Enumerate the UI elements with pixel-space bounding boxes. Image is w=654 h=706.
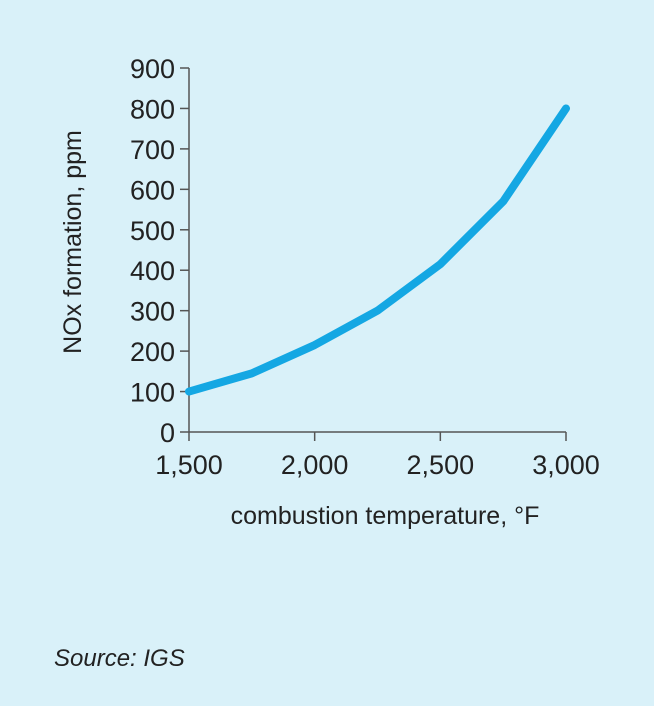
x-tick-label: 1,500 — [155, 450, 223, 480]
y-tick-label: 0 — [160, 418, 175, 448]
y-tick-label: 200 — [130, 337, 175, 367]
y-tick-label: 400 — [130, 256, 175, 286]
y-tick-label: 600 — [130, 175, 175, 205]
nox-series-line — [185, 104, 570, 396]
axes — [188, 68, 566, 433]
y-tick-label: 700 — [130, 135, 175, 165]
y-tick-label: 100 — [130, 378, 175, 408]
source-note: Source: IGS — [54, 645, 185, 672]
x-axis-label: combustion temperature, °F — [231, 502, 540, 530]
y-tick-label: 900 — [130, 54, 175, 84]
ticks: 0 100 200 300 400 500 600 700 800 900 1,500 2,000 2,… — [130, 54, 600, 480]
y-tick-label: 300 — [130, 297, 175, 327]
y-axis-label: NOx formation, ppm — [59, 130, 87, 354]
x-tick-label: 3,000 — [532, 450, 600, 480]
y-tick-label: 500 — [130, 216, 175, 246]
x-tick-label: 2,000 — [281, 450, 349, 480]
x-tick-label: 2,500 — [407, 450, 475, 480]
y-tick-label: 800 — [130, 94, 175, 124]
series — [185, 104, 570, 396]
